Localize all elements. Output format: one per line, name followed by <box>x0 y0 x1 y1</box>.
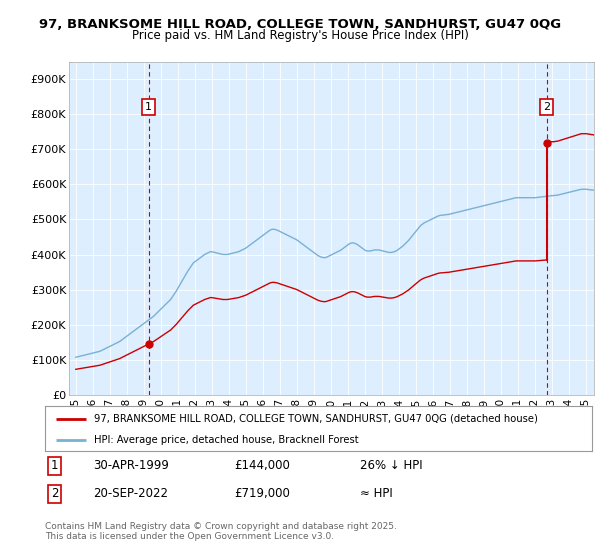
Text: 20-SEP-2022: 20-SEP-2022 <box>93 487 168 501</box>
Text: HPI: Average price, detached house, Bracknell Forest: HPI: Average price, detached house, Brac… <box>94 435 359 445</box>
Text: 1: 1 <box>51 459 59 473</box>
Text: 2: 2 <box>543 102 550 112</box>
Text: 26% ↓ HPI: 26% ↓ HPI <box>360 459 422 473</box>
Text: 97, BRANKSOME HILL ROAD, COLLEGE TOWN, SANDHURST, GU47 0QG: 97, BRANKSOME HILL ROAD, COLLEGE TOWN, S… <box>39 18 561 31</box>
Text: 30-APR-1999: 30-APR-1999 <box>93 459 169 473</box>
Text: ≈ HPI: ≈ HPI <box>360 487 393 501</box>
Text: Contains HM Land Registry data © Crown copyright and database right 2025.
This d: Contains HM Land Registry data © Crown c… <box>45 522 397 542</box>
Text: 1: 1 <box>145 102 152 112</box>
Text: £144,000: £144,000 <box>234 459 290 473</box>
Text: 2: 2 <box>51 487 59 501</box>
Text: Price paid vs. HM Land Registry's House Price Index (HPI): Price paid vs. HM Land Registry's House … <box>131 29 469 42</box>
Text: 97, BRANKSOME HILL ROAD, COLLEGE TOWN, SANDHURST, GU47 0QG (detached house): 97, BRANKSOME HILL ROAD, COLLEGE TOWN, S… <box>94 413 538 423</box>
Text: £719,000: £719,000 <box>234 487 290 501</box>
